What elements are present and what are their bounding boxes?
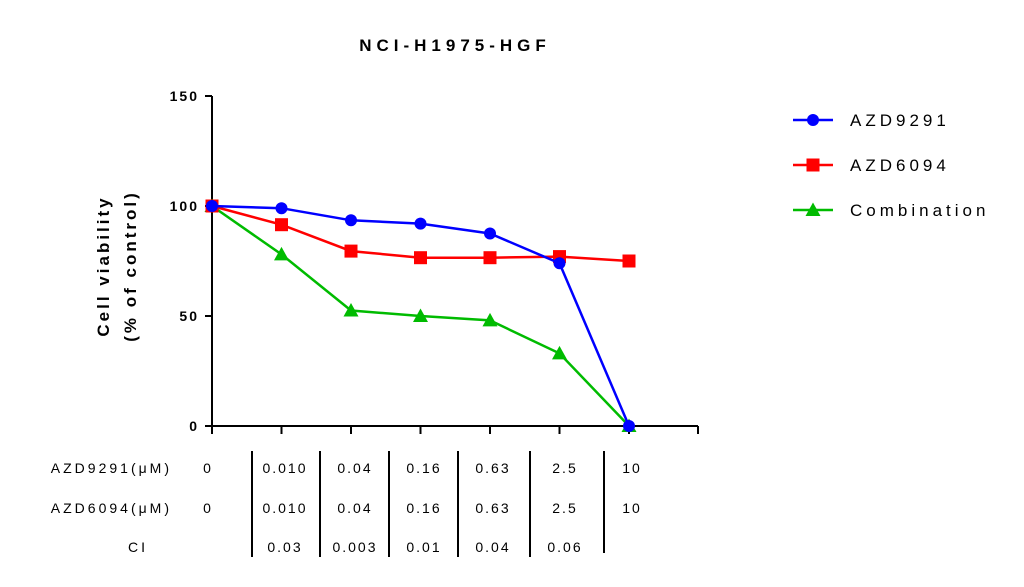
table-cell: 0.63 bbox=[475, 460, 510, 476]
series-combination bbox=[204, 198, 637, 432]
data-point bbox=[206, 200, 218, 212]
table-cell: 10 bbox=[622, 500, 642, 516]
data-point bbox=[413, 308, 428, 322]
data-point bbox=[345, 214, 357, 227]
data-point bbox=[414, 217, 427, 230]
table-row-label: AZD9291(μM) bbox=[51, 460, 172, 476]
data-point bbox=[274, 246, 289, 261]
table-cell: 0.16 bbox=[406, 460, 441, 476]
legend-label: AZD9291 bbox=[850, 111, 950, 130]
table-cell: 2.5 bbox=[552, 500, 577, 516]
legend-item: AZD9291 bbox=[793, 111, 950, 130]
table-row: AZD6094(μM) 0 0.010 0.04 0.16 0.63 2.5 10 bbox=[51, 500, 642, 516]
table-row-label: CI bbox=[128, 539, 148, 555]
y-tick-label: 100 bbox=[170, 198, 199, 214]
legend-item: Combination bbox=[793, 201, 989, 220]
axes: 0 50 100 150 bbox=[170, 88, 699, 434]
table-cell: 0.04 bbox=[475, 539, 510, 555]
table-cell: 0.010 bbox=[262, 500, 307, 516]
table-cell: 0.63 bbox=[475, 500, 510, 516]
legend-label: Combination bbox=[850, 201, 989, 220]
y-axis-label-line-1: Cell viability bbox=[94, 195, 113, 336]
legend-marker bbox=[806, 158, 820, 172]
data-point bbox=[275, 202, 288, 215]
legend-marker bbox=[805, 202, 821, 216]
data-point bbox=[414, 251, 427, 265]
table-cell: 0 bbox=[203, 500, 213, 516]
table-row: AZD9291(μM) 0 0.010 0.04 0.16 0.63 2.5 10 bbox=[51, 460, 642, 476]
series-azd9291 bbox=[206, 200, 635, 432]
table-cell: 0.003 bbox=[332, 539, 377, 555]
legend-label: AZD6094 bbox=[850, 156, 950, 175]
y-tick-label: 0 bbox=[189, 418, 199, 434]
legend: AZD9291 AZD6094 Combination bbox=[793, 111, 989, 220]
table-cell: 0.16 bbox=[406, 500, 441, 516]
series-layer bbox=[204, 198, 637, 432]
data-point bbox=[344, 244, 358, 258]
table-row: CI 0.03 0.003 0.01 0.04 0.06 bbox=[128, 539, 582, 555]
table-cell: 0.03 bbox=[267, 539, 302, 555]
table-cell: 0.06 bbox=[547, 539, 582, 555]
chart-title: NCI-H1975-HGF bbox=[359, 36, 551, 55]
y-tick-label: 50 bbox=[179, 308, 199, 324]
dose-table: AZD9291(μM) 0 0.010 0.04 0.16 0.63 2.5 10AZD609… bbox=[51, 451, 642, 557]
y-tick-label: 150 bbox=[170, 88, 199, 104]
y-axis-label-line-2: (% of control) bbox=[121, 190, 140, 342]
data-point bbox=[622, 254, 636, 268]
table-cell: 2.5 bbox=[552, 460, 577, 476]
data-point bbox=[623, 420, 635, 432]
table-cell: 0.010 bbox=[262, 460, 307, 476]
table-cell: 0.01 bbox=[406, 539, 441, 555]
series-azd6094 bbox=[205, 199, 636, 268]
data-point bbox=[343, 303, 359, 317]
table-row-label: AZD6094(μM) bbox=[51, 500, 172, 516]
data-point bbox=[484, 227, 496, 240]
table-cell: 0.04 bbox=[337, 500, 372, 516]
table-cell: 0 bbox=[203, 460, 213, 476]
data-point bbox=[275, 218, 288, 232]
table-cell: 10 bbox=[622, 460, 642, 476]
legend-marker bbox=[807, 114, 819, 126]
data-point bbox=[483, 251, 497, 265]
data-point bbox=[482, 312, 498, 327]
data-point bbox=[552, 345, 567, 360]
table-cell: 0.04 bbox=[337, 460, 372, 476]
legend-item: AZD6094 bbox=[793, 156, 950, 175]
data-point bbox=[553, 257, 566, 270]
